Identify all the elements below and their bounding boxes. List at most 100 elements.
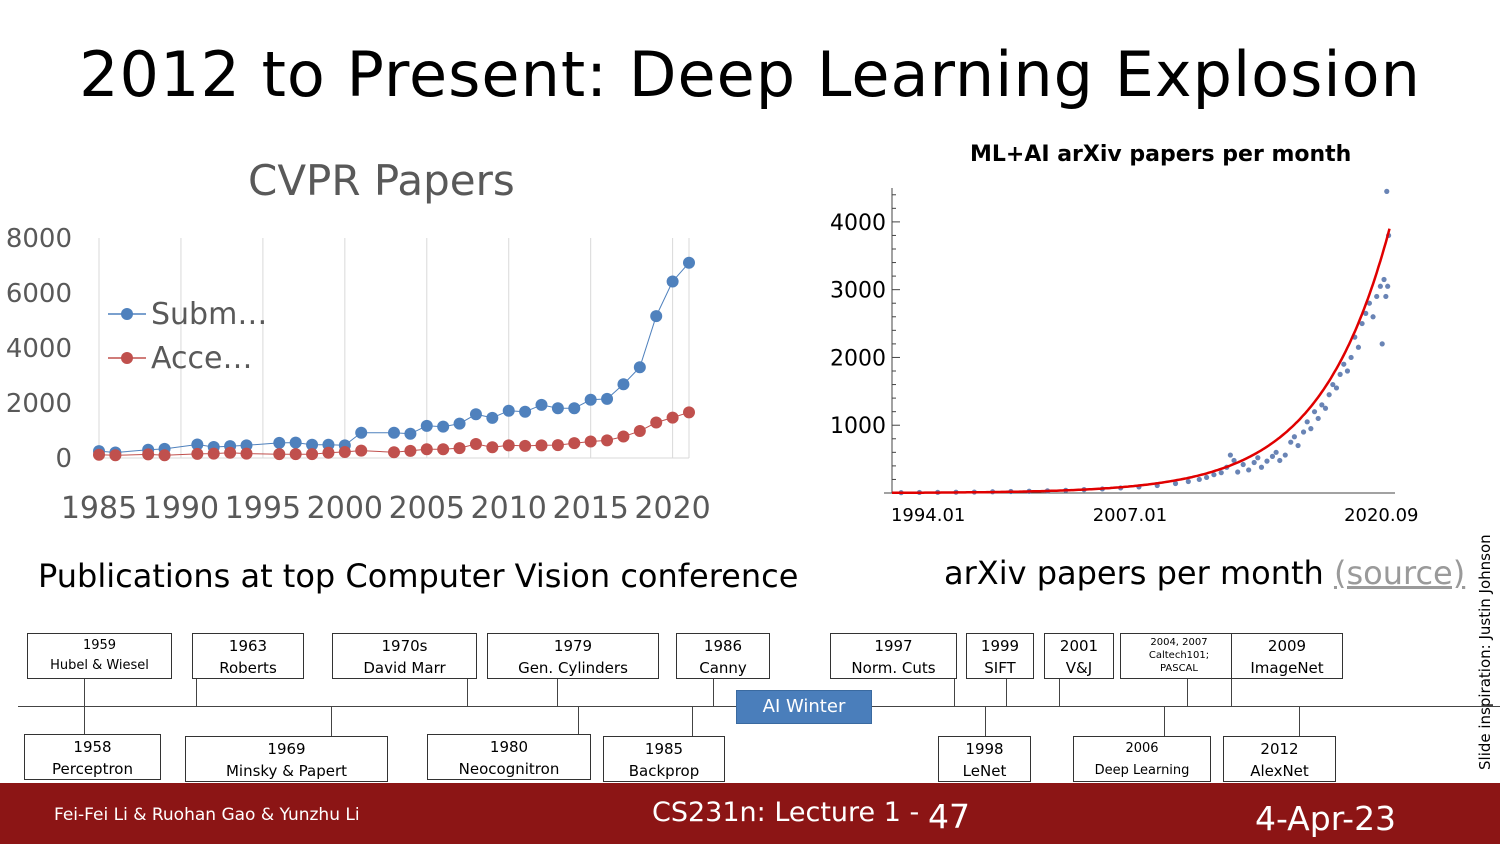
data-point (1379, 341, 1385, 347)
data-point (289, 436, 302, 449)
legend-swatch-marker (121, 352, 133, 364)
footer-authors: Fei-Fei Li & Ruohan Gao & Yunzhu Li (54, 805, 360, 825)
data-point (224, 446, 237, 459)
source-link[interactable]: (source) (1333, 554, 1466, 592)
x-tick-label: 2000 (307, 491, 383, 526)
y-tick-label: 2000 (830, 346, 886, 371)
data-point (1363, 310, 1369, 316)
tick (1299, 706, 1300, 736)
data-point (1384, 188, 1390, 194)
data-point (1277, 457, 1283, 464)
timeline-event-2012: 2012 AlexNet (1223, 736, 1336, 782)
data-point (1300, 429, 1307, 435)
data-point (1315, 415, 1321, 422)
data-point (306, 448, 319, 461)
x-tick-label: 1995 (225, 491, 301, 526)
event-year: 1998 (965, 740, 1004, 758)
tick (196, 678, 197, 706)
data-point (1355, 344, 1362, 350)
data-point (1348, 354, 1354, 361)
event-label: Deep Learning (1094, 763, 1190, 778)
event-year: 1980 (489, 738, 529, 756)
data-point (1377, 283, 1383, 289)
data-point (1204, 474, 1210, 481)
data-point (1291, 434, 1297, 440)
event-label: Hubel & Wiesel (50, 658, 149, 673)
data-point (453, 417, 466, 430)
tick (1059, 678, 1060, 706)
data-point (535, 398, 548, 411)
arxiv-caption: arXiv papers per month (source) (944, 554, 1465, 592)
legend-label: Subm… (151, 297, 267, 332)
data-point (666, 411, 679, 424)
x-tick-label: 2010 (471, 491, 547, 526)
data-point (1240, 461, 1246, 468)
footer-page-number: 47 (928, 797, 970, 836)
data-point (1308, 426, 1314, 432)
y-tick-label: 1000 (830, 414, 886, 439)
event-label: Backprop (628, 762, 700, 780)
tick (713, 678, 714, 706)
event-label: Minsky & Papert (225, 762, 348, 780)
data-point (650, 310, 663, 323)
y-tick-label: 6000 (6, 279, 72, 309)
data-point (1359, 320, 1365, 327)
x-tick-label: 1990 (143, 491, 219, 526)
event-label: Roberts (219, 659, 277, 677)
data-point (273, 436, 286, 449)
data-point (1304, 419, 1310, 425)
tick (467, 678, 468, 706)
data-point (1385, 283, 1391, 289)
event-label: Canny (699, 659, 747, 677)
event-year: 1963 (228, 637, 268, 655)
arxiv-chart-title: ML+AI arXiv papers per month (970, 142, 1352, 167)
y-tick-label: 4000 (830, 211, 886, 236)
data-point (1333, 385, 1340, 391)
fit-line (892, 228, 1391, 495)
tick (985, 706, 986, 736)
data-point (1231, 457, 1237, 464)
timeline-event-2006: 2006 Deep Learning (1073, 736, 1211, 782)
data-point (142, 448, 155, 461)
data-point (388, 446, 400, 459)
data-point (650, 416, 663, 429)
data-point (1258, 464, 1265, 470)
data-point (1251, 459, 1257, 466)
data-point (338, 445, 351, 458)
data-point (469, 408, 482, 421)
event-year: 2001 (1059, 637, 1099, 655)
y-tick-label: 2000 (6, 389, 72, 419)
tick (84, 678, 85, 706)
data-point (568, 437, 581, 450)
x-tick-label: 2020.09 (1344, 505, 1418, 526)
tick (331, 706, 332, 736)
event-label: Gen. Cylinders (518, 659, 628, 677)
timeline-event-1986: 1986 Canny (676, 633, 770, 679)
data-point (420, 419, 433, 432)
timeline-event-1997: 1997 Norm. Cuts (830, 633, 957, 679)
data-point (568, 402, 581, 415)
data-point (1383, 293, 1389, 300)
x-tick-label: 2015 (552, 491, 628, 526)
y-tick-label: 0 (55, 444, 72, 474)
tick (557, 678, 558, 706)
data-point (683, 256, 695, 269)
data-point (1311, 409, 1318, 415)
data-point (1227, 452, 1233, 458)
event-year: 1999 (980, 637, 1020, 655)
data-point (617, 430, 630, 443)
timeline-event-1970s: 1970s David Marr (332, 633, 477, 679)
tick (1231, 678, 1232, 706)
data-point (437, 420, 450, 433)
data-point (1319, 402, 1325, 408)
data-point (1341, 361, 1347, 367)
event-label: AlexNet (1250, 762, 1309, 780)
footer-date: 4-Apr-23 (1255, 799, 1397, 838)
slide-credit: Slide inspiration: Justin Johnson (1476, 534, 1494, 770)
tick (1187, 678, 1188, 706)
data-point (1330, 381, 1336, 388)
data-point (1264, 458, 1270, 464)
data-point (601, 434, 614, 447)
data-point (551, 439, 564, 452)
data-point (1322, 405, 1329, 411)
